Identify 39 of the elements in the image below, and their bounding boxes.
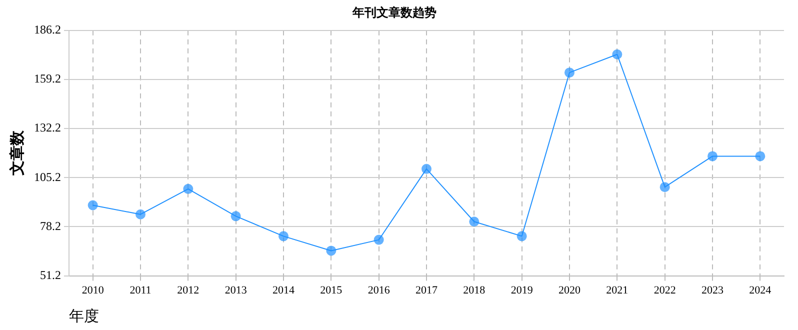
point (422, 164, 432, 174)
x-tick-label: 2019 (510, 284, 534, 296)
y-tick-label: 105.2 (34, 170, 61, 184)
point (374, 234, 384, 245)
point (88, 200, 98, 210)
point (755, 151, 766, 162)
point (469, 216, 480, 227)
x-tick-label: 2021 (606, 284, 628, 296)
y-axis-title: 文章数 (8, 130, 26, 177)
x-tick-label: 2011 (130, 284, 152, 296)
x-tick-label: 2018 (463, 284, 486, 296)
x-tick-label: 2022 (654, 284, 676, 296)
x-tick-label: 2014 (272, 284, 295, 296)
point (612, 49, 622, 60)
x-tick-label: 2010 (82, 284, 104, 296)
y-tick-label: 159.2 (34, 72, 61, 86)
y-tick-label: 132.2 (34, 120, 61, 135)
x-tick-label: 2023 (702, 284, 724, 296)
x-tick-label: 2012 (177, 284, 200, 296)
chart-title: 年刊文章数趋势 (352, 5, 436, 20)
point (326, 246, 336, 256)
x-tick-label: 2015 (320, 284, 343, 296)
x-tick-label: 2013 (224, 284, 248, 296)
y-tick-label: 78.2 (40, 218, 61, 233)
x-tick-label: 2016 (368, 284, 390, 296)
point (516, 231, 527, 242)
y-tick-label: 186.2 (34, 22, 61, 37)
x-tick-label: 2017 (416, 284, 438, 296)
point (708, 151, 718, 162)
x-axis-title: 年度 (69, 308, 99, 325)
x-tick-label: 2020 (558, 284, 581, 296)
point (230, 211, 241, 222)
x-tick-label: 2024 (749, 284, 772, 296)
point (183, 184, 194, 194)
point (564, 68, 574, 78)
point (278, 231, 288, 242)
point (660, 182, 670, 192)
y-tick-label: 51.2 (40, 268, 61, 282)
point (136, 209, 146, 220)
